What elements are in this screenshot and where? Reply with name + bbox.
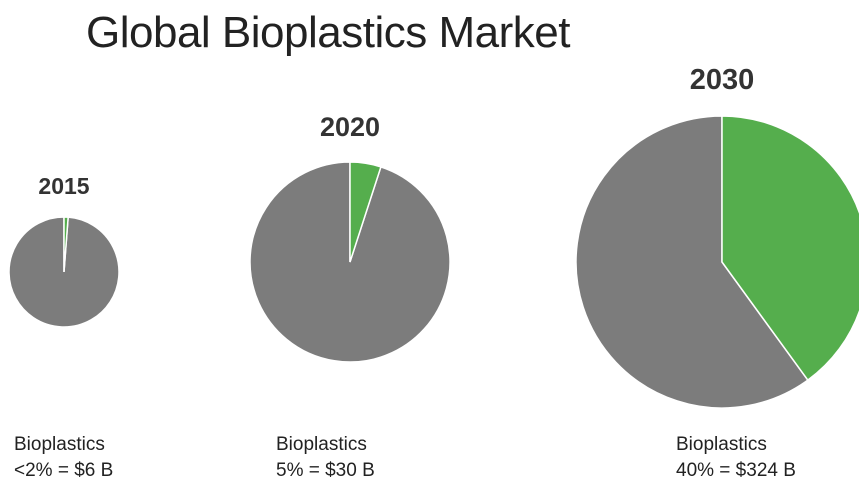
- caption-2015: Bioplastics <2% = $6 B: [14, 432, 113, 484]
- pie-2015: [8, 216, 120, 328]
- caption-2030-line2: 40% = $324 B: [676, 460, 796, 481]
- caption-2020: Bioplastics 5% = $30 B: [276, 432, 375, 484]
- caption-2015-line1: Bioplastics: [14, 434, 105, 455]
- caption-2030: Bioplastics 40% = $324 B: [676, 432, 796, 484]
- caption-2030-line1: Bioplastics: [676, 434, 767, 455]
- chart-title: Global Bioplastics Market: [86, 8, 570, 57]
- caption-2015-line2: <2% = $6 B: [14, 460, 114, 481]
- pie-2030-other-slice: [575, 115, 809, 409]
- pie-2030-bioplastics-slice: [721, 115, 859, 382]
- caption-2020-line2: 5% = $30 B: [276, 460, 375, 481]
- pie-2030: [575, 115, 859, 409]
- year-label-2030: 2030: [689, 64, 755, 96]
- year-label-2020: 2020: [319, 112, 381, 142]
- year-label-2015: 2015: [38, 173, 90, 199]
- pie-2020: [249, 161, 451, 363]
- pie-2020-bioplastics-slice: [349, 161, 382, 263]
- pie-2015-bioplastics-slice: [63, 216, 69, 273]
- caption-2020-line1: Bioplastics: [276, 434, 367, 455]
